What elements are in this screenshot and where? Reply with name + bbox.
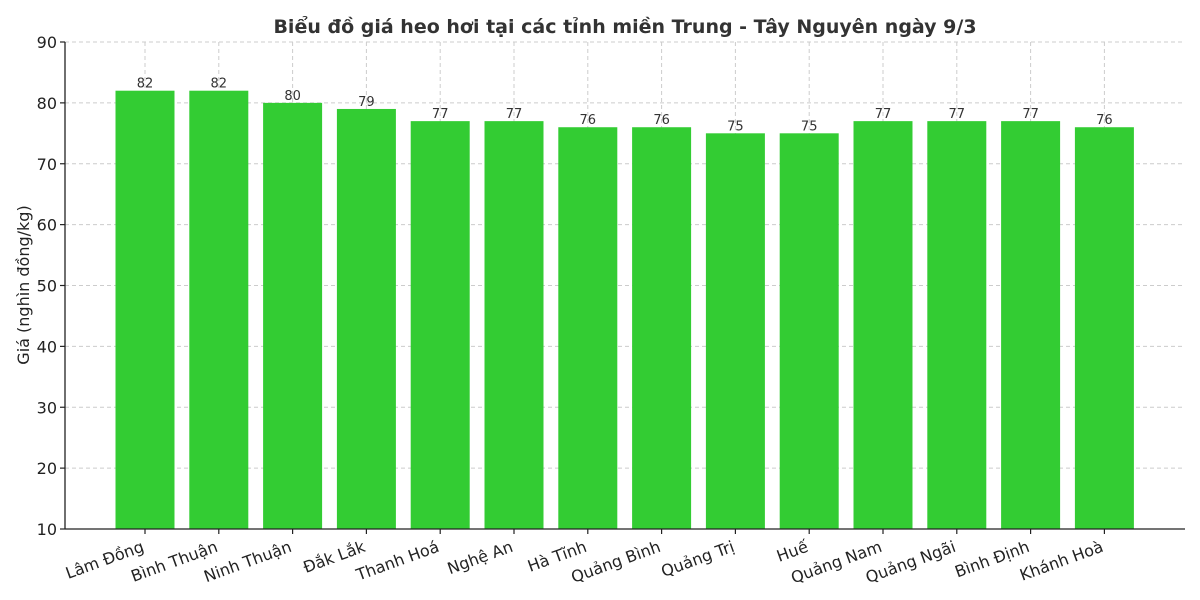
y-tick-label: 50 [37,277,57,296]
bar-value-label: 76 [1096,113,1113,128]
x-tick-label: Quảng Trị [659,537,737,581]
bar-value-label: 77 [506,107,523,122]
x-tick-label: Huế [774,537,811,566]
bar-value-label: 80 [284,89,301,104]
bar-value-label: 75 [727,119,744,134]
y-tick-label: 80 [37,94,57,113]
bar [336,108,396,530]
bar-value-label: 79 [358,95,375,110]
bar-value-label: 82 [211,77,228,92]
bar [705,133,765,529]
y-tick-label: 90 [37,33,57,52]
bar [115,90,175,529]
bar [779,133,839,529]
y-axis-ticks: 10 20 30 40 50 60 70 80 90 [37,33,65,539]
bar [558,127,618,529]
bars: 82 82 80 79 77 77 76 76 75 75 77 77 77 76 [115,77,1134,530]
bar [632,127,692,529]
grid-lines [65,41,1185,529]
y-tick-label: 60 [37,216,57,235]
bar [484,121,544,529]
bar-value-label: 77 [1022,107,1039,122]
y-tick-label: 40 [37,337,57,356]
bar-value-label: 77 [432,107,449,122]
x-tick-label: Khánh Hoà [1017,537,1106,585]
bar-value-label: 82 [137,77,154,92]
bar-value-label: 77 [875,107,892,122]
bar-value-label: 76 [653,113,670,128]
bar [927,121,987,529]
bar [189,90,249,529]
y-tick-label: 10 [37,520,57,539]
bar [853,121,913,529]
y-tick-label: 70 [37,155,57,174]
bar [1074,127,1134,529]
bar [410,121,470,529]
bar-value-label: 75 [801,119,818,134]
chart-title: Biểu đồ giá heo hơi tại các tỉnh miền Tr… [273,15,976,38]
bar [263,102,323,529]
x-tick-label: Nghệ An [445,537,516,578]
bar-value-label: 77 [949,107,966,122]
bar [1001,121,1061,529]
y-tick-label: 30 [37,398,57,417]
y-axis-label: Giá (nghìn đồng/kg) [14,205,33,364]
y-tick-label: 20 [37,459,57,478]
bar-value-label: 76 [580,113,597,128]
x-tick-label: Thanh Hoá [353,537,442,585]
